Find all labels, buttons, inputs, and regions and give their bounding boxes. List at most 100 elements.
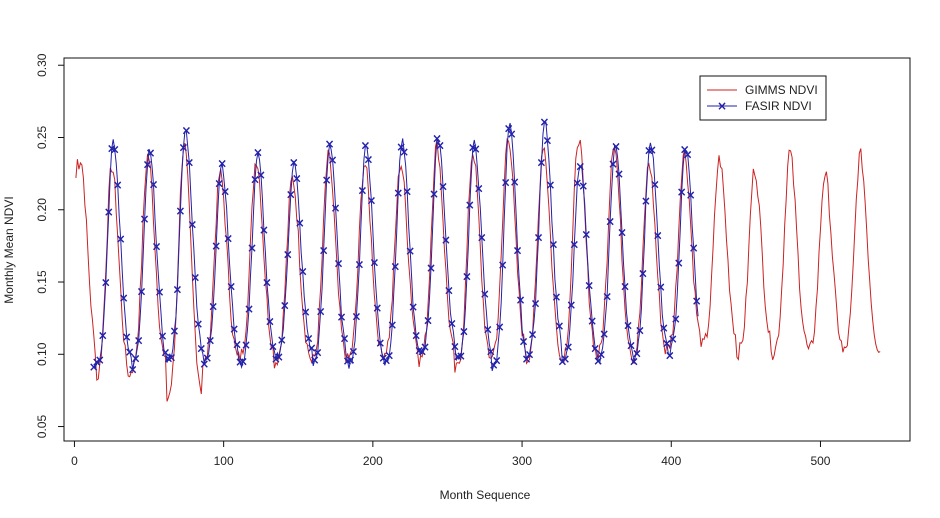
fasir-point: × bbox=[184, 155, 194, 169]
fasir-point: × bbox=[456, 349, 466, 363]
fasir-point: × bbox=[259, 223, 269, 237]
fasir-point: × bbox=[483, 323, 493, 337]
fasir-point: × bbox=[662, 336, 672, 350]
fasir-point: × bbox=[530, 297, 540, 311]
fasir-point: × bbox=[289, 155, 299, 169]
x-tick-label: 100 bbox=[214, 454, 234, 468]
fasir-point: × bbox=[107, 142, 117, 156]
fasir-point: × bbox=[492, 354, 502, 368]
fasir-point: × bbox=[548, 238, 558, 252]
fasir-point: × bbox=[462, 270, 472, 284]
fasir-point: × bbox=[405, 244, 415, 258]
legend-fasir-marker: × bbox=[717, 99, 727, 113]
fasir-point: × bbox=[605, 215, 615, 229]
axis-ticks bbox=[58, 64, 821, 447]
fasir-point: × bbox=[617, 225, 627, 239]
fasir-point: × bbox=[172, 283, 182, 297]
fasir-point: × bbox=[402, 184, 412, 198]
fasir-point: × bbox=[220, 184, 230, 198]
fasir-point: × bbox=[411, 328, 421, 342]
fasir-point: × bbox=[381, 353, 391, 367]
fasir-point: × bbox=[262, 276, 272, 290]
fasir-point: × bbox=[217, 156, 227, 170]
fasir-point: × bbox=[175, 204, 185, 218]
fasir-point: × bbox=[563, 340, 573, 354]
fasir-point: × bbox=[677, 185, 687, 199]
fasir-point: × bbox=[584, 279, 594, 293]
fasir-point: × bbox=[590, 341, 600, 355]
fasir-point: × bbox=[524, 347, 534, 361]
fasir-point: × bbox=[286, 187, 296, 201]
fasir-point: × bbox=[190, 270, 200, 284]
fasir-point: × bbox=[202, 351, 212, 365]
fasir-point: × bbox=[280, 299, 290, 313]
fasir-point: × bbox=[653, 229, 663, 243]
fasir-point: × bbox=[638, 267, 648, 281]
gimms-series-line bbox=[75, 137, 881, 402]
fasir-point: × bbox=[154, 285, 164, 299]
fasir-point: × bbox=[181, 124, 191, 138]
fasir-point: × bbox=[581, 227, 591, 241]
fasir-point: × bbox=[468, 141, 478, 155]
fasir-point: × bbox=[89, 360, 99, 374]
fasir-point: × bbox=[348, 345, 358, 359]
fasir-point: × bbox=[489, 358, 499, 372]
fasir-point: × bbox=[211, 239, 221, 253]
fasir-point: × bbox=[396, 140, 406, 154]
fasir-point: × bbox=[477, 230, 487, 244]
fasir-point: × bbox=[629, 355, 639, 369]
fasir-point: × bbox=[163, 352, 173, 366]
fasir-point: × bbox=[450, 340, 460, 354]
fasir-point: × bbox=[342, 354, 352, 368]
fasir-point: × bbox=[668, 332, 678, 346]
fasir-point: × bbox=[256, 168, 266, 182]
fasir-point: × bbox=[253, 145, 263, 159]
legend-gimms-label: GIMMS NDVI bbox=[745, 83, 818, 97]
fasir-point: × bbox=[608, 157, 618, 171]
fasir-point: × bbox=[566, 298, 576, 312]
fasir-point: × bbox=[560, 352, 570, 366]
fasir-point: × bbox=[140, 212, 150, 226]
fasir-point: × bbox=[647, 143, 657, 157]
fasir-point: × bbox=[551, 290, 561, 304]
fasir-point: × bbox=[196, 342, 206, 356]
fasir-point: × bbox=[148, 177, 158, 191]
fasir-point: × bbox=[232, 338, 242, 352]
fasir-point: × bbox=[128, 363, 138, 377]
fasir-point: × bbox=[495, 320, 505, 334]
fasir-point: × bbox=[134, 334, 144, 348]
fasir-point: × bbox=[304, 331, 314, 345]
fasir-point: × bbox=[104, 205, 114, 219]
fasir-point: × bbox=[169, 324, 179, 338]
x-tick-label: 500 bbox=[810, 454, 830, 468]
fasir-point: × bbox=[160, 345, 170, 359]
fasir-point: × bbox=[325, 137, 335, 151]
fasir-point: × bbox=[301, 305, 311, 319]
fasir-point: × bbox=[295, 216, 305, 230]
fasir-point: × bbox=[92, 355, 102, 369]
fasir-point: × bbox=[292, 172, 302, 186]
fasir-point: × bbox=[116, 232, 126, 246]
fasir-point: × bbox=[101, 275, 111, 289]
x-tick-label: 200 bbox=[363, 454, 383, 468]
fasir-point: × bbox=[480, 287, 490, 301]
fasir-point: × bbox=[572, 176, 582, 190]
fasir-point: × bbox=[623, 318, 633, 332]
fasir-point: × bbox=[474, 182, 484, 196]
fasir-point: × bbox=[351, 309, 361, 323]
fasir-point: × bbox=[143, 158, 153, 172]
legend-fasir-label: FASIR NDVI bbox=[745, 99, 812, 113]
fasir-point: × bbox=[486, 344, 496, 358]
fasir-point: × bbox=[307, 341, 317, 355]
fasir-point: × bbox=[471, 142, 481, 156]
fasir-point: × bbox=[122, 330, 132, 344]
fasir-point: × bbox=[575, 159, 585, 173]
fasir-point: × bbox=[157, 329, 167, 343]
fasir-point: × bbox=[632, 346, 642, 360]
y-tick-label: 0.05 bbox=[35, 415, 49, 439]
fasir-point: × bbox=[247, 241, 257, 255]
fasir-point: × bbox=[283, 248, 293, 262]
fasir-point: × bbox=[322, 173, 332, 187]
fasir-point: × bbox=[626, 338, 636, 352]
